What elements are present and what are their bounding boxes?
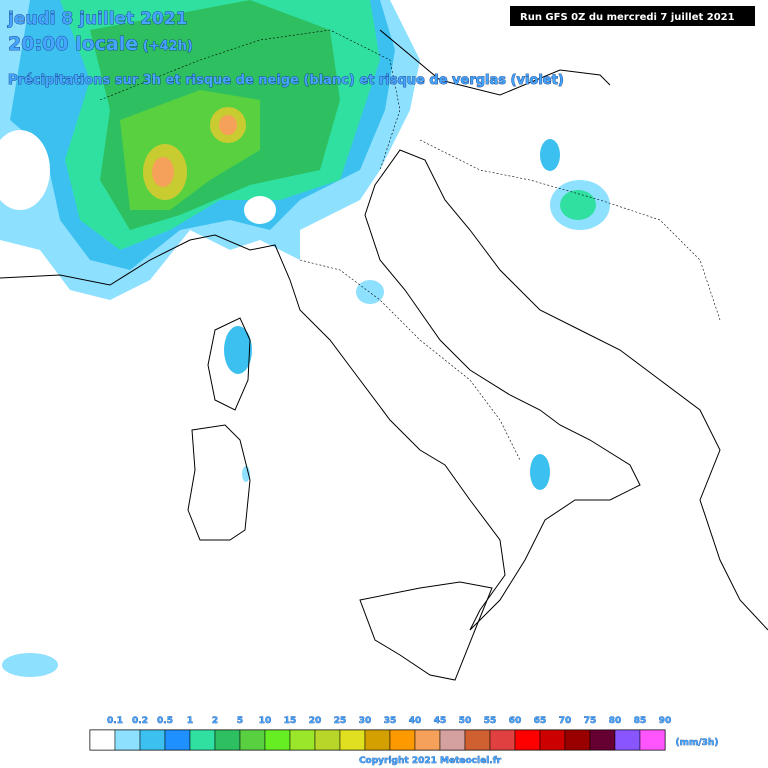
legend-label: 65 — [534, 716, 547, 726]
legend-label: 55 — [484, 716, 497, 726]
legend-swatch — [164, 729, 191, 751]
time-title: 20:00 locale (+42h) — [8, 33, 193, 55]
legend-swatch — [639, 729, 666, 751]
legend-label: 10 — [259, 716, 272, 726]
legend-label: 25 — [334, 716, 347, 726]
legend-swatch — [339, 729, 366, 751]
legend-label: 0.2 — [132, 716, 148, 726]
legend-swatch — [264, 729, 291, 751]
copyright: Copyright 2021 Meteociel.fr — [359, 756, 502, 766]
legend-label: 45 — [434, 716, 447, 726]
legend-label: 5 — [237, 716, 243, 726]
legend-swatch — [239, 729, 266, 751]
legend-label: 60 — [509, 716, 522, 726]
precipitation — [0, 0, 610, 677]
date-title: jeudi 8 juillet 2021 — [7, 9, 187, 29]
legend-swatch — [289, 729, 316, 751]
legend-label: 30 — [359, 716, 372, 726]
legend-swatch — [389, 729, 416, 751]
legend-swatch — [214, 729, 241, 751]
legend-label: 2 — [212, 716, 218, 726]
legend-swatch — [564, 729, 591, 751]
legend-label: 0.5 — [157, 716, 173, 726]
legend-swatch — [614, 729, 641, 751]
legend: 0.1 0.2 0.5 1 2 5 10 15 20 25 30 35 40 45 50 55 60 65 70 75… — [89, 716, 672, 751]
legend-swatch — [414, 729, 441, 751]
legend-swatch — [364, 729, 391, 751]
run-box — [510, 6, 755, 26]
legend-swatch — [89, 729, 116, 751]
legend-swatch — [589, 729, 616, 751]
legend-swatch — [439, 729, 466, 751]
coastlines — [0, 29, 768, 681]
legend-swatch — [189, 729, 216, 751]
local-time: 20:00 locale — [8, 33, 138, 55]
legend-swatch — [139, 729, 166, 751]
legend-swatch — [489, 729, 516, 751]
borders — [99, 29, 721, 461]
legend-label: 20 — [309, 716, 322, 726]
run-info: Run GFS 0Z du mercredi 7 juillet 2021 — [520, 12, 735, 23]
legend-label: 35 — [384, 716, 397, 726]
legend-swatch — [514, 729, 541, 751]
legend-label: 85 — [634, 716, 647, 726]
legend-label: 50 — [459, 716, 472, 726]
legend-label: 75 — [584, 716, 597, 726]
legend-swatch — [464, 729, 491, 751]
legend-label: 1 — [187, 716, 193, 726]
legend-label: 15 — [284, 716, 297, 726]
legend-label: 40 — [409, 716, 422, 726]
legend-label: 80 — [609, 716, 622, 726]
legend-swatch — [114, 729, 141, 751]
legend-label: 90 — [659, 716, 672, 726]
legend-label: 70 — [559, 716, 572, 726]
legend-unit: (mm/3h) — [676, 738, 719, 748]
lead-time: (+42h) — [138, 39, 193, 54]
legend-swatch — [539, 729, 566, 751]
legend-label: 0.1 — [107, 716, 123, 726]
legend-swatch — [314, 729, 341, 751]
subtitle: Précipitations sur 3h et risque de neige… — [8, 73, 564, 88]
